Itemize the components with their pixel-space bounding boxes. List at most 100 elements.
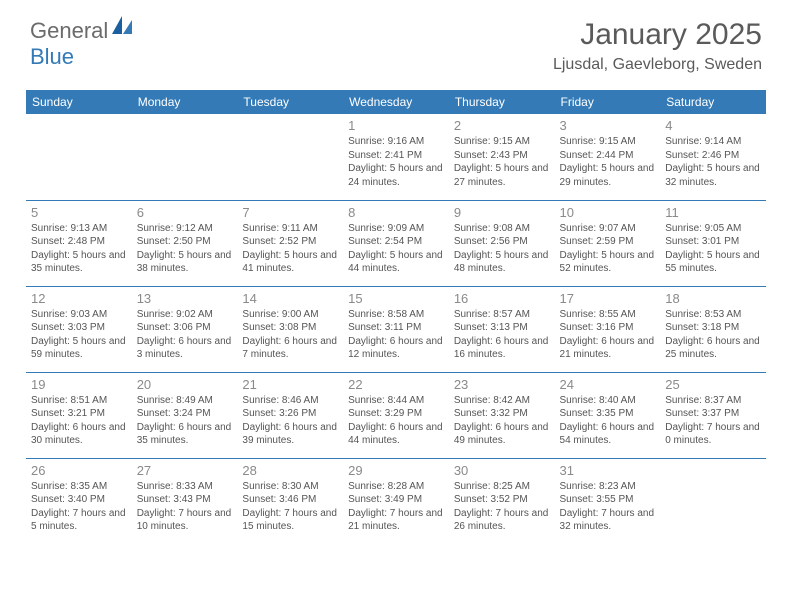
sun-info: Sunrise: 9:15 AMSunset: 2:44 PMDaylight:… — [560, 135, 656, 189]
calendar-day-cell: 7Sunrise: 9:11 AMSunset: 2:52 PMDaylight… — [237, 200, 343, 286]
calendar-day-cell: 22Sunrise: 8:44 AMSunset: 3:29 PMDayligh… — [343, 372, 449, 458]
sunset-text: Sunset: 2:48 PM — [31, 235, 127, 249]
sunset-text: Sunset: 3:11 PM — [348, 321, 444, 335]
calendar-table: Sunday Monday Tuesday Wednesday Thursday… — [26, 90, 766, 544]
calendar-day-cell: 13Sunrise: 9:02 AMSunset: 3:06 PMDayligh… — [132, 286, 238, 372]
daylight-text: Daylight: 6 hours and 39 minutes. — [242, 421, 338, 448]
daylight-text: Daylight: 7 hours and 0 minutes. — [665, 421, 761, 448]
day-number: 23 — [454, 377, 550, 392]
sunrise-text: Sunrise: 8:35 AM — [31, 480, 127, 494]
sunset-text: Sunset: 3:18 PM — [665, 321, 761, 335]
day-number: 18 — [665, 291, 761, 306]
day-number: 19 — [31, 377, 127, 392]
sunset-text: Sunset: 2:43 PM — [454, 149, 550, 163]
sunset-text: Sunset: 3:46 PM — [242, 493, 338, 507]
sun-info: Sunrise: 9:15 AMSunset: 2:43 PMDaylight:… — [454, 135, 550, 189]
calendar-day-cell: 5Sunrise: 9:13 AMSunset: 2:48 PMDaylight… — [26, 200, 132, 286]
sunrise-text: Sunrise: 9:09 AM — [348, 222, 444, 236]
calendar-day-cell — [26, 114, 132, 200]
sunrise-text: Sunrise: 8:53 AM — [665, 308, 761, 322]
sunset-text: Sunset: 2:44 PM — [560, 149, 656, 163]
sunrise-text: Sunrise: 8:33 AM — [137, 480, 233, 494]
calendar-day-cell: 29 Sunrise: 8:28 AMSunset: 3:49 PMDayligh… — [343, 458, 449, 544]
day-number: 17 — [560, 291, 656, 306]
calendar-day-cell — [237, 114, 343, 200]
calendar-day-cell: 24Sunrise: 8:40 AMSunset: 3:35 PMDayligh… — [555, 372, 661, 458]
sunset-text: Sunset: 3:13 PM — [454, 321, 550, 335]
calendar-day-cell: 3Sunrise: 9:15 AMSunset: 2:44 PMDaylight… — [555, 114, 661, 200]
day-number: 28 — [242, 463, 338, 478]
sun-info: Sunrise: 8:35 AMSunset: 3:40 PMDaylight:… — [31, 480, 127, 534]
calendar-day-cell: 12Sunrise: 9:03 AMSunset: 3:03 PMDayligh… — [26, 286, 132, 372]
calendar-day-cell: 8 Sunrise: 9:09 AMSunset: 2:54 PMDaylight… — [343, 200, 449, 286]
sunrise-text: Sunrise: 9:14 AM — [665, 135, 761, 149]
sunrise-text: Sunrise: 8:44 AM — [348, 394, 444, 408]
sun-info: Sunrise: 8:23 AMSunset: 3:55 PMDaylight:… — [560, 480, 656, 534]
sunrise-text: Sunrise: 9:12 AM — [137, 222, 233, 236]
daylight-text: Daylight: 7 hours and 26 minutes. — [454, 507, 550, 534]
day-number: 6 — [137, 205, 233, 220]
sunrise-text: Sunrise: 9:05 AM — [665, 222, 761, 236]
daylight-text: Daylight: 6 hours and 30 minutes. — [31, 421, 127, 448]
sun-info: Sunrise: 9:00 AMSunset: 3:08 PMDaylight:… — [242, 308, 338, 362]
daylight-text: Daylight: 6 hours and 35 minutes. — [137, 421, 233, 448]
daylight-text: Daylight: 6 hours and 44 minutes. — [348, 421, 444, 448]
sunrise-text: Sunrise: 8:46 AM — [242, 394, 338, 408]
calendar-day-cell: 1 Sunrise: 9:16 AMSunset: 2:41 PMDaylight… — [343, 114, 449, 200]
day-number: 22 — [348, 377, 444, 392]
day-number: 14 — [242, 291, 338, 306]
sunrise-text: Sunrise: 9:00 AM — [242, 308, 338, 322]
sunset-text: Sunset: 3:16 PM — [560, 321, 656, 335]
day-number: 12 — [31, 291, 127, 306]
sunset-text: Sunset: 3:35 PM — [560, 407, 656, 421]
daylight-text: Daylight: 6 hours and 49 minutes. — [454, 421, 550, 448]
sunrise-text: Sunrise: 9:13 AM — [31, 222, 127, 236]
daylight-text: Daylight: 6 hours and 7 minutes. — [242, 335, 338, 362]
daylight-text: Daylight: 5 hours and 59 minutes. — [31, 335, 127, 362]
sunset-text: Sunset: 3:32 PM — [454, 407, 550, 421]
sunrise-text: Sunrise: 9:11 AM — [242, 222, 338, 236]
day-number: 13 — [137, 291, 233, 306]
calendar-day-cell: 10Sunrise: 9:07 AMSunset: 2:59 PMDayligh… — [555, 200, 661, 286]
sunrise-text: Sunrise: 8:55 AM — [560, 308, 656, 322]
calendar-day-cell: 26Sunrise: 8:35 AMSunset: 3:40 PMDayligh… — [26, 458, 132, 544]
daylight-text: Daylight: 7 hours and 21 minutes. — [348, 507, 444, 534]
weekday-header: Friday — [555, 90, 661, 114]
daylight-text: Daylight: 5 hours and 44 minutes. — [348, 249, 444, 276]
sunrise-text: Sunrise: 8:49 AM — [137, 394, 233, 408]
calendar-week-row: 1 Sunrise: 9:16 AMSunset: 2:41 PMDaylight… — [26, 114, 766, 200]
daylight-text: Daylight: 5 hours and 32 minutes. — [665, 162, 761, 189]
sunrise-text: Sunrise: 8:42 AM — [454, 394, 550, 408]
daylight-text: Daylight: 5 hours and 48 minutes. — [454, 249, 550, 276]
calendar-day-cell: 19Sunrise: 8:51 AMSunset: 3:21 PMDayligh… — [26, 372, 132, 458]
calendar-day-cell: 28Sunrise: 8:30 AMSunset: 3:46 PMDayligh… — [237, 458, 343, 544]
sunset-text: Sunset: 3:01 PM — [665, 235, 761, 249]
weekday-header: Tuesday — [237, 90, 343, 114]
sun-info: Sunrise: 9:05 AMSunset: 3:01 PMDaylight:… — [665, 222, 761, 276]
calendar-day-cell: 30Sunrise: 8:25 AMSunset: 3:52 PMDayligh… — [449, 458, 555, 544]
sun-info: Sunrise: 8:25 AMSunset: 3:52 PMDaylight:… — [454, 480, 550, 534]
sunset-text: Sunset: 2:54 PM — [348, 235, 444, 249]
sun-info: Sunrise: 9:16 AMSunset: 2:41 PMDaylight:… — [348, 135, 444, 189]
day-number: 8 — [348, 205, 444, 220]
sunset-text: Sunset: 3:49 PM — [348, 493, 444, 507]
calendar-day-cell: 15Sunrise: 8:58 AMSunset: 3:11 PMDayligh… — [343, 286, 449, 372]
sunrise-text: Sunrise: 9:15 AM — [560, 135, 656, 149]
sunset-text: Sunset: 2:46 PM — [665, 149, 761, 163]
sunrise-text: Sunrise: 8:28 AM — [348, 480, 444, 494]
sun-info: Sunrise: 8:46 AMSunset: 3:26 PMDaylight:… — [242, 394, 338, 448]
sunrise-text: Sunrise: 8:57 AM — [454, 308, 550, 322]
sunrise-text: Sunrise: 9:08 AM — [454, 222, 550, 236]
day-number: 25 — [665, 377, 761, 392]
day-number: 11 — [665, 205, 761, 220]
calendar-week-row: 26Sunrise: 8:35 AMSunset: 3:40 PMDayligh… — [26, 458, 766, 544]
calendar-day-cell: 27Sunrise: 8:33 AMSunset: 3:43 PMDayligh… — [132, 458, 238, 544]
calendar-day-cell — [660, 458, 766, 544]
sun-info: Sunrise: 8:58 AMSunset: 3:11 PMDaylight:… — [348, 308, 444, 362]
day-number: 29 — [348, 463, 444, 478]
day-number: 1 — [348, 118, 444, 133]
sunset-text: Sunset: 3:03 PM — [31, 321, 127, 335]
sunset-text: Sunset: 3:52 PM — [454, 493, 550, 507]
calendar-week-row: 12Sunrise: 9:03 AMSunset: 3:03 PMDayligh… — [26, 286, 766, 372]
sun-info: Sunrise: 8:57 AMSunset: 3:13 PMDaylight:… — [454, 308, 550, 362]
